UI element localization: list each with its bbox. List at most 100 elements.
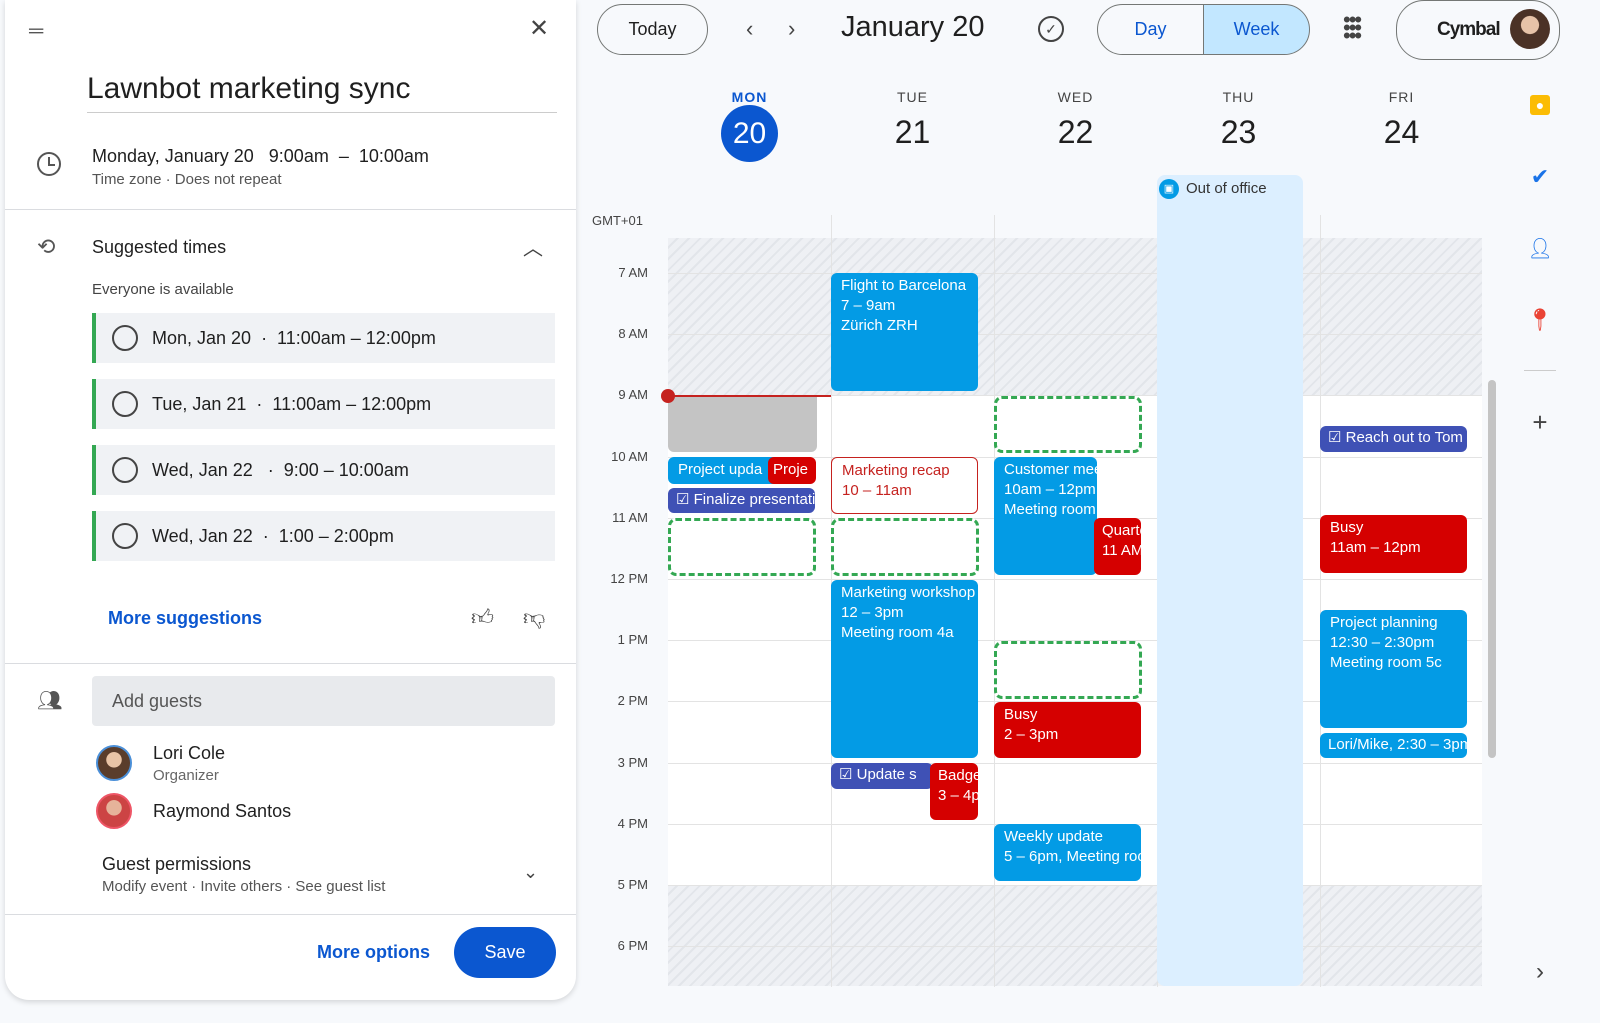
event-title: Badge	[938, 767, 978, 784]
hour-gridline	[668, 395, 1482, 397]
suggested-slot[interactable]	[668, 518, 816, 576]
chevron-up-icon[interactable]: ︿	[523, 238, 543, 260]
chevron-right-icon[interactable]: ›	[788, 16, 796, 41]
more-options-button[interactable]: More options	[317, 942, 430, 962]
suggestion-label: Wed, Jan 22 · 1:00 – 2:00pm	[152, 525, 394, 546]
suggested-slot[interactable]	[831, 518, 979, 576]
user-avatar[interactable]	[1510, 9, 1550, 49]
suggestion-option[interactable]: Wed, Jan 22 · 9:00 – 10:00am	[92, 445, 555, 495]
day-number[interactable]: 22	[1057, 114, 1094, 150]
suggestion-option[interactable]: Mon, Jan 20 · 11:00am – 12:00pm	[92, 313, 555, 363]
account-chip[interactable]: Cymbal	[1396, 0, 1560, 60]
day-name: MON	[731, 89, 768, 105]
suggested-slot[interactable]	[994, 641, 1142, 699]
suggestion-option[interactable]: Tue, Jan 21 · 11:00am – 12:00pm	[92, 379, 555, 429]
hour-gridline	[668, 334, 1482, 336]
day-name: WED	[1057, 89, 1094, 105]
event-location: Meeting room 5c	[1330, 654, 1442, 671]
event-time: 12:30 – 2:30pm	[1330, 634, 1435, 651]
tasks-icon[interactable]: ✔	[1530, 164, 1550, 189]
event-project[interactable]: Proje	[768, 457, 816, 484]
hour-gridline	[668, 579, 1482, 580]
radio-button[interactable]	[112, 325, 138, 351]
hour-label: 12 PM	[610, 571, 648, 586]
suggestion-option[interactable]: Wed, Jan 22 · 1:00 – 2:00pm	[92, 511, 555, 561]
suggestion-label: Mon, Jan 20 · 11:00am – 12:00pm	[152, 327, 436, 348]
event-busy[interactable]: Busy 2 – 3pm	[994, 702, 1141, 758]
event-datetime[interactable]: Monday, January 20 9:00am – 10:00am	[92, 146, 429, 167]
hour-label: 8 AM	[618, 326, 648, 342]
event-flight[interactable]: Flight to Barcelona 7 – 9am Zürich ZRH	[831, 273, 978, 391]
close-icon[interactable]: ✕	[529, 15, 550, 42]
event-lori-mike[interactable]: Lori/Mike, 2:30 – 3pm	[1320, 733, 1467, 758]
scrollbar[interactable]	[1488, 380, 1496, 758]
task-update[interactable]: ☑︎ Update s	[831, 763, 933, 789]
save-button[interactable]: Save	[454, 927, 556, 978]
outside-hours	[668, 885, 1482, 986]
chevron-down-icon[interactable]: ⌄	[523, 862, 539, 882]
hour-gridline	[668, 762, 1482, 764]
radio-button[interactable]	[112, 523, 138, 549]
event-quarterly[interactable]: Quarterly 11 AM	[1094, 518, 1141, 575]
guest-avatar	[96, 745, 132, 781]
add-guests-input[interactable]: Add guests	[92, 676, 555, 726]
hour-gridline	[668, 640, 1482, 642]
end-time[interactable]: 10:00am	[358, 146, 429, 166]
day-number[interactable]: 21	[894, 114, 931, 150]
event-title: Customer meeting	[1004, 461, 1097, 478]
event-marketing-workshop[interactable]: Marketing workshop 12 – 3pm Meeting room 4…	[831, 580, 978, 758]
contacts-icon[interactable]: 👤︎	[1527, 237, 1553, 260]
day-view-button[interactable]: Day	[1097, 4, 1204, 55]
start-time[interactable]: 9:00am	[268, 146, 329, 166]
event-time: 12 – 3pm	[841, 604, 904, 621]
thumbs-up-icon[interactable]: 👍︎	[471, 605, 494, 630]
guest-avatar	[96, 793, 132, 829]
day-number[interactable]: 24	[1383, 114, 1420, 150]
event-customer-meeting[interactable]: Customer meeting 10am – 12pm Meeting room	[994, 457, 1097, 575]
add-icon[interactable]: +	[1532, 406, 1548, 437]
radio-button[interactable]	[112, 391, 138, 417]
event-title: Quarterly	[1102, 522, 1141, 539]
event-weekly-update[interactable]: Weekly update 5 – 6pm, Meeting room	[994, 824, 1141, 881]
drag-handle-icon[interactable]: ═	[29, 20, 44, 42]
more-suggestions-link[interactable]: More suggestions	[108, 608, 263, 628]
chevron-right-icon[interactable]: ›	[1536, 958, 1544, 985]
hour-label: 11 AM	[612, 509, 648, 525]
suggestion-label: Wed, Jan 22 · 9:00 – 10:00am	[152, 459, 409, 480]
thumbs-down-icon[interactable]: 👎︎	[523, 605, 546, 630]
event-marketing-recap[interactable]: Marketing recap 10 – 11am	[831, 457, 978, 514]
day-number[interactable]: 23	[1220, 114, 1257, 150]
current-event-placeholder[interactable]	[668, 396, 817, 452]
out-of-office-block[interactable]	[1157, 175, 1303, 986]
timezone-repeat[interactable]: Time zone · Does not repeat	[92, 171, 282, 188]
guest-permissions-heading[interactable]: Guest permissions	[102, 854, 252, 874]
out-of-office-label: Out of office	[1186, 180, 1267, 197]
availability-text: Everyone is available	[92, 281, 234, 298]
day-number-today[interactable]: 20	[721, 105, 778, 162]
task-label: Update s	[856, 766, 917, 783]
chevron-left-icon[interactable]: ‹	[746, 16, 754, 41]
current-time-line	[668, 395, 831, 397]
event-title: Marketing workshop	[841, 584, 976, 601]
event-time: 7 – 9am	[841, 297, 896, 314]
task-reach-out[interactable]: ☑︎ Reach out to Tom	[1320, 426, 1467, 452]
event-title-input[interactable]: Lawnbot marketing sync	[87, 72, 557, 113]
suggested-slot[interactable]	[994, 396, 1142, 453]
apps-grid-icon[interactable]: ••• ••• •••	[1343, 7, 1362, 48]
maps-icon[interactable]: 📍︎	[1526, 307, 1554, 332]
event-project-planning[interactable]: Project planning 12:30 – 2:30pm Meeting ro…	[1320, 610, 1467, 728]
day-name: TUE	[897, 89, 928, 105]
radio-button[interactable]	[112, 457, 138, 483]
task-finalize-presentation[interactable]: ☑︎ Finalize presentation	[668, 488, 815, 513]
hour-label: 10 AM	[611, 448, 648, 464]
tasks-check-icon[interactable]: ✓	[1038, 16, 1064, 42]
event-badge[interactable]: Badge 3 – 4pm	[930, 763, 978, 820]
keep-icon[interactable]: ●	[1530, 95, 1550, 115]
today-button[interactable]: Today	[597, 4, 708, 55]
week-view-button[interactable]: Week	[1203, 4, 1310, 55]
hour-label: 7 AM	[618, 265, 648, 280]
event-busy[interactable]: Busy 11am – 12pm	[1320, 515, 1467, 573]
day-name: FRI	[1388, 89, 1415, 105]
date-text[interactable]: Monday, January 20	[92, 146, 254, 166]
event-time: 10 – 11am	[842, 482, 912, 499]
